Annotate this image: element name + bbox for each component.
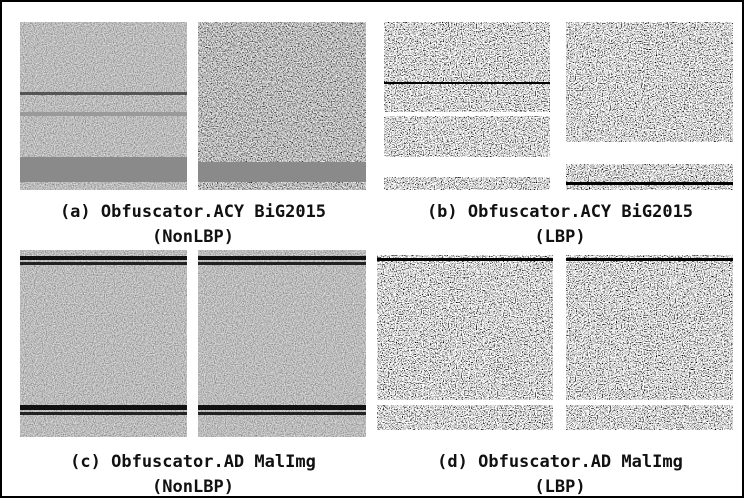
sample-image [20,250,187,437]
band [566,258,733,261]
band [20,256,187,260]
sample-image [20,22,187,190]
band [566,182,733,185]
band [20,405,187,410]
band [566,142,733,164]
caption-line: (LBP) [534,227,585,247]
band [198,262,366,265]
band [20,412,187,415]
band [20,262,187,265]
caption-line: (b) Obfuscator.ACY BiG2015 [427,202,693,222]
band [377,400,553,405]
caption-line: (NonLBP) [152,477,234,497]
band [198,256,366,260]
band [384,112,550,116]
band [20,92,187,95]
band [20,112,187,116]
caption-line: (LBP) [534,477,585,497]
caption-line: (NonLBP) [152,227,234,247]
sample-image [384,22,550,190]
sample-image [566,22,733,190]
figure: (a) Obfuscator.ACY BiG2015 (NonLBP) (b) Ob… [0,0,744,498]
band [20,157,187,182]
band [384,82,550,84]
caption-line: (d) Obfuscator.AD MalImg [437,452,683,472]
band [377,258,553,261]
sample-image [377,255,553,430]
band [198,405,366,410]
band [384,157,550,177]
caption-line: (c) Obfuscator.AD MalImg [70,452,316,472]
sample-image [198,250,366,437]
sample-image [566,255,733,430]
band [566,400,733,405]
band [198,162,366,182]
caption-line: (a) Obfuscator.ACY BiG2015 [60,202,326,222]
sample-image [198,22,366,190]
band [198,412,366,415]
noise [566,22,733,190]
